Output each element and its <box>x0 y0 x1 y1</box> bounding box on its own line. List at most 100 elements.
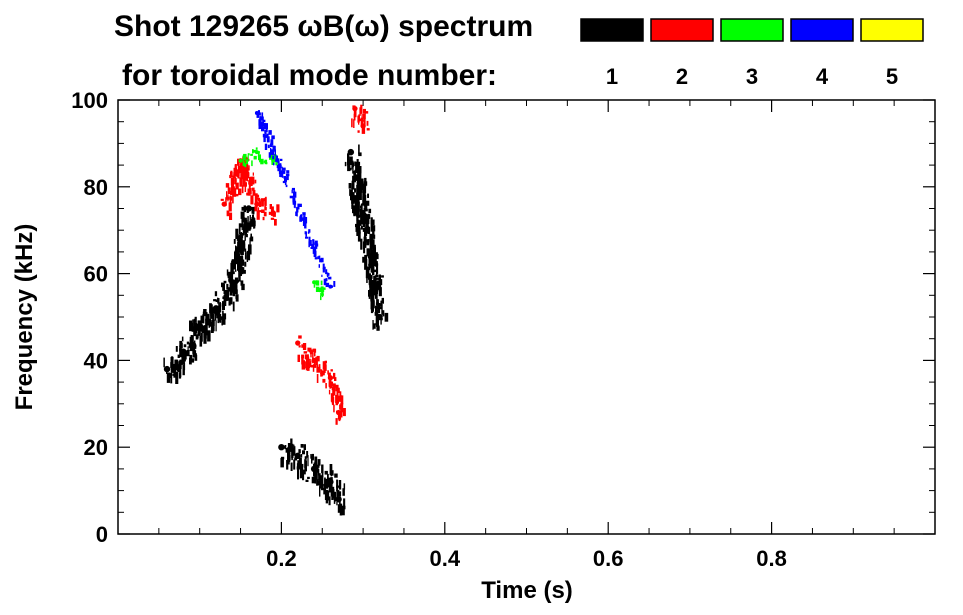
data-point <box>258 210 262 213</box>
data-point <box>234 179 237 185</box>
data-point <box>320 286 324 289</box>
data-point <box>179 369 182 378</box>
data-point <box>349 189 351 196</box>
data-point <box>268 211 273 215</box>
data-point <box>212 305 220 312</box>
legend-swatch-mode-4 <box>790 18 854 42</box>
data-point <box>325 493 328 504</box>
data-point <box>358 161 361 166</box>
data-point <box>332 386 334 397</box>
data-point <box>325 383 327 389</box>
data-point <box>356 185 358 195</box>
data-point <box>189 339 193 352</box>
data-point <box>370 297 372 302</box>
data-point <box>372 290 377 293</box>
data-point <box>323 287 326 290</box>
data-point <box>310 365 314 368</box>
data-point <box>358 152 362 157</box>
data-point <box>308 236 311 243</box>
data-point <box>312 348 316 352</box>
data-point <box>348 183 352 189</box>
data-point <box>256 112 259 118</box>
data-point <box>323 483 327 495</box>
data-point <box>368 290 370 296</box>
data-point <box>250 153 253 156</box>
data-point <box>360 238 363 250</box>
data-point <box>184 351 187 360</box>
data-point <box>188 342 191 348</box>
data-point <box>369 287 371 292</box>
data-point <box>238 255 242 261</box>
y-tick-label: 100 <box>71 88 108 113</box>
data-point <box>223 313 227 320</box>
data-point <box>230 191 234 195</box>
data-point <box>213 320 215 326</box>
data-point <box>263 122 267 126</box>
data-point <box>343 483 346 490</box>
data-point <box>347 153 350 166</box>
data-point <box>295 211 297 216</box>
data-point <box>272 145 275 152</box>
data-point <box>349 156 353 164</box>
data-point <box>355 174 359 181</box>
data-point <box>241 256 244 261</box>
data-point <box>313 358 316 368</box>
data-point <box>192 319 194 331</box>
x-tick-label: 0.2 <box>266 546 297 571</box>
data-point <box>371 234 376 239</box>
data-point <box>275 161 278 166</box>
data-point <box>213 299 217 302</box>
y-tick-label: 80 <box>84 175 108 200</box>
data-point <box>249 215 251 224</box>
data-point <box>294 452 301 460</box>
data-point <box>314 243 319 247</box>
data-point <box>252 189 256 196</box>
data-point <box>376 326 380 331</box>
data-point <box>210 304 213 312</box>
data-point <box>338 480 342 490</box>
data-point <box>307 362 310 371</box>
data-point <box>359 169 362 179</box>
data-point <box>282 180 286 184</box>
data-point <box>362 108 366 114</box>
data-point <box>304 223 307 229</box>
data-point <box>241 267 245 274</box>
data-point <box>258 154 260 161</box>
data-point <box>260 199 264 202</box>
data-point <box>296 212 298 217</box>
data-point <box>260 158 264 165</box>
data-point <box>304 456 307 460</box>
data-point <box>163 357 165 368</box>
data-point <box>299 466 304 479</box>
data-point <box>272 155 275 160</box>
data-point <box>367 239 370 245</box>
data-point <box>332 383 336 388</box>
data-point <box>269 155 273 160</box>
data-point <box>335 394 339 404</box>
data-point <box>293 191 297 198</box>
data-point <box>370 274 373 279</box>
data-point <box>291 447 294 459</box>
data-point <box>243 219 248 226</box>
data-point <box>168 373 171 378</box>
data-point <box>357 196 360 205</box>
data-point <box>220 198 224 201</box>
series-mode-2-4 <box>295 335 346 425</box>
data-point <box>294 457 297 461</box>
data-point <box>339 503 343 516</box>
legend-swatch-mode-2 <box>650 18 714 42</box>
data-point <box>222 310 224 319</box>
data-point <box>235 247 239 254</box>
x-tick-label: 0.8 <box>756 546 787 571</box>
data-point <box>327 490 330 501</box>
data-point <box>317 287 320 291</box>
data-point <box>330 369 333 372</box>
data-point <box>222 296 225 299</box>
data-point <box>248 180 251 185</box>
data-point <box>354 203 358 209</box>
legend-swatch-mode-3 <box>720 18 784 42</box>
data-point <box>304 361 306 369</box>
data-point <box>262 119 266 122</box>
data-point <box>257 197 261 202</box>
data-point <box>314 350 316 357</box>
